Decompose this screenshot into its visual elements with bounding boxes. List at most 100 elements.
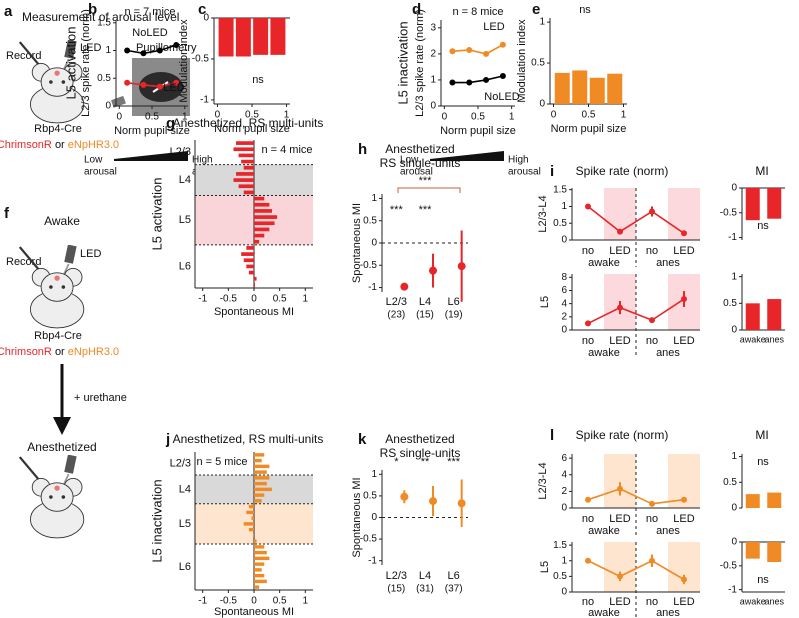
x-tick-label: -1 xyxy=(198,294,207,305)
y-tick-label: 0.5 xyxy=(531,58,545,69)
arousal-label: Low xyxy=(400,155,419,166)
layer-label: L5 xyxy=(179,214,191,226)
bar xyxy=(254,453,265,457)
bar xyxy=(254,550,267,555)
y-axis-label: L2/3-L4 xyxy=(537,462,549,499)
data-point xyxy=(649,500,655,507)
arousal-label: arousal xyxy=(508,167,541,178)
count-label: (15) xyxy=(416,310,434,321)
bar xyxy=(241,252,254,256)
y-axis-label: L2/3-L4 xyxy=(537,195,549,232)
group-label: anes xyxy=(656,347,680,359)
condition-label: L5 activation xyxy=(149,178,164,251)
bar xyxy=(254,215,278,219)
panel-label: h xyxy=(358,141,367,158)
y-tick-label: 0 xyxy=(539,99,545,110)
group-label: awake xyxy=(588,525,620,537)
y-tick-label: -1 xyxy=(368,282,377,293)
bar xyxy=(254,481,267,486)
opsin: ChrimsonR xyxy=(0,139,52,151)
bar xyxy=(236,141,254,145)
count-label: (23) xyxy=(387,310,405,321)
y-tick-label: -1 xyxy=(368,555,377,566)
data-point xyxy=(499,73,506,80)
x-tick-label: 1 xyxy=(182,112,188,123)
y-tick-label: -1 xyxy=(200,95,209,106)
opsin-label: ChrimsonR or eNpHR3.0 xyxy=(0,346,119,358)
count-label: (37) xyxy=(445,584,463,595)
data-point xyxy=(400,282,409,291)
x-tick-label: 1 xyxy=(303,294,309,305)
x-tick-label: 0 xyxy=(251,596,257,607)
bar xyxy=(254,556,270,561)
y-axis-label: L2/3 spike rate (norm) xyxy=(80,9,92,117)
y-tick-label: 0 xyxy=(731,503,737,514)
label: Record xyxy=(6,256,41,268)
bar xyxy=(254,209,272,213)
y-tick-label: 0 xyxy=(371,512,377,523)
y-tick-label: 0 xyxy=(731,325,737,336)
series-line xyxy=(452,75,504,84)
bar xyxy=(554,72,570,104)
data-point xyxy=(124,47,131,54)
conjunction: or xyxy=(55,346,65,358)
x-tick-label: 0.5 xyxy=(145,112,159,123)
category-label: no xyxy=(582,335,594,347)
label: Rbp4-Cre xyxy=(34,330,82,342)
data-point xyxy=(400,492,409,501)
bar xyxy=(254,202,270,207)
y-tick-label: 1 xyxy=(539,17,545,28)
category-label: L2/3 xyxy=(386,570,407,582)
data-point xyxy=(173,79,180,86)
data-point xyxy=(681,496,687,503)
data-point xyxy=(649,317,655,324)
bar xyxy=(254,458,262,463)
bar xyxy=(246,264,254,269)
series-label: LED xyxy=(163,82,184,94)
annotation: n = 8 mice xyxy=(452,6,503,18)
condition-label: L5 inactivation xyxy=(149,479,164,562)
category-label: no xyxy=(646,596,658,608)
bar xyxy=(243,522,254,526)
series-label: LED xyxy=(483,21,504,33)
layer-label: L4 xyxy=(179,483,191,495)
bar xyxy=(238,184,254,189)
bar xyxy=(254,276,257,281)
y-tick-label: 0.5 xyxy=(363,491,377,502)
x-axis-label: Spontaneous MI xyxy=(214,306,294,318)
significance-label: *** xyxy=(390,204,404,216)
x-tick-label: -1 xyxy=(198,596,207,607)
data-point xyxy=(429,266,437,275)
y-tick-label: 0.5 xyxy=(553,571,567,582)
y-tick-label: -0.5 xyxy=(720,207,738,218)
group-label: anes xyxy=(656,525,680,537)
conjunction: or xyxy=(55,139,65,151)
data-point xyxy=(429,497,437,506)
y-axis-label: Spontaneous MI xyxy=(351,477,363,557)
panel-label: j xyxy=(165,431,170,448)
bar xyxy=(589,77,605,104)
bar xyxy=(767,492,782,508)
category-label: L2/3 xyxy=(386,296,407,308)
y-tick-label: 6 xyxy=(561,285,567,296)
panel-label: e xyxy=(532,1,540,18)
x-axis-label: Norm pupil size xyxy=(551,123,627,135)
data-point xyxy=(617,304,623,311)
series-line xyxy=(587,559,685,581)
data-point xyxy=(617,485,623,492)
bar xyxy=(254,283,256,287)
series-label: NoLED xyxy=(132,27,168,39)
y-axis-label: Modulation index xyxy=(516,19,528,103)
category-label: awake xyxy=(740,596,766,606)
x-axis-label: Norm pupil size xyxy=(114,125,190,137)
x-tick-label: 0 xyxy=(442,112,448,123)
chart-title: Anesthetized xyxy=(385,142,454,156)
data-point xyxy=(499,41,506,48)
y-tick-label: 1 xyxy=(561,555,567,566)
series-label: NoLED xyxy=(484,91,520,103)
shaded-region xyxy=(668,542,700,592)
panel-label: c xyxy=(198,1,206,18)
bar xyxy=(235,18,251,57)
bar xyxy=(252,533,254,538)
y-axis-label: L5 xyxy=(539,561,551,573)
